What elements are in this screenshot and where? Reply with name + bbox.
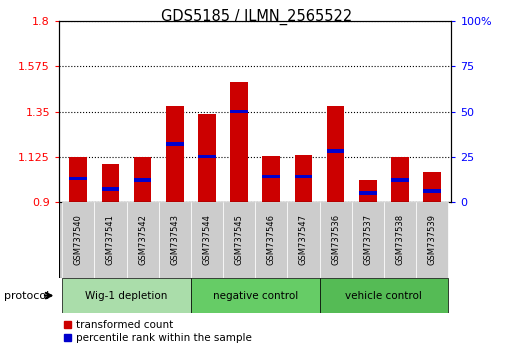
FancyBboxPatch shape [191, 202, 223, 278]
Text: GSM737537: GSM737537 [363, 214, 372, 266]
Bar [166, 107, 184, 202]
FancyBboxPatch shape [62, 278, 191, 313]
FancyBboxPatch shape [223, 202, 255, 278]
FancyBboxPatch shape [416, 202, 448, 278]
Text: GSM737544: GSM737544 [203, 215, 211, 265]
Bar [294, 155, 312, 202]
Bar [69, 156, 87, 202]
Bar [102, 187, 120, 191]
FancyBboxPatch shape [255, 202, 287, 278]
Bar [263, 175, 280, 178]
Bar [327, 149, 345, 153]
Bar [263, 156, 280, 202]
FancyBboxPatch shape [352, 202, 384, 278]
FancyBboxPatch shape [94, 202, 127, 278]
Text: protocol: protocol [4, 291, 49, 301]
Text: GSM737545: GSM737545 [234, 215, 244, 265]
Legend: transformed count, percentile rank within the sample: transformed count, percentile rank withi… [64, 320, 251, 343]
Text: GSM737540: GSM737540 [74, 215, 83, 265]
FancyBboxPatch shape [62, 202, 94, 278]
Bar [134, 178, 151, 182]
Bar [134, 156, 151, 202]
Bar [166, 142, 184, 146]
FancyBboxPatch shape [287, 202, 320, 278]
Bar [359, 191, 377, 195]
FancyBboxPatch shape [59, 202, 445, 278]
Text: GSM737546: GSM737546 [267, 214, 276, 266]
Text: GSM737539: GSM737539 [428, 214, 437, 266]
FancyBboxPatch shape [384, 202, 416, 278]
Text: GDS5185 / ILMN_2565522: GDS5185 / ILMN_2565522 [161, 9, 352, 25]
Text: GSM737541: GSM737541 [106, 215, 115, 265]
FancyBboxPatch shape [127, 202, 159, 278]
Bar [294, 175, 312, 178]
Bar [391, 178, 409, 182]
Text: GSM737542: GSM737542 [138, 215, 147, 265]
FancyBboxPatch shape [320, 278, 448, 313]
Bar [359, 180, 377, 202]
Bar [230, 82, 248, 202]
Bar [69, 177, 87, 180]
FancyBboxPatch shape [191, 278, 320, 313]
Bar [198, 114, 216, 202]
Text: GSM737538: GSM737538 [396, 214, 404, 266]
Text: GSM737536: GSM737536 [331, 214, 340, 266]
Text: negative control: negative control [212, 291, 298, 301]
Text: GSM737547: GSM737547 [299, 214, 308, 266]
Bar [102, 164, 120, 202]
FancyBboxPatch shape [159, 202, 191, 278]
Text: vehicle control: vehicle control [345, 291, 422, 301]
Bar [327, 107, 345, 202]
Bar [423, 172, 441, 202]
Bar [391, 156, 409, 202]
Bar [230, 110, 248, 113]
Text: GSM737543: GSM737543 [170, 214, 180, 266]
FancyBboxPatch shape [320, 202, 352, 278]
Text: Wig-1 depletion: Wig-1 depletion [85, 291, 168, 301]
Bar [423, 189, 441, 193]
Bar [198, 155, 216, 159]
